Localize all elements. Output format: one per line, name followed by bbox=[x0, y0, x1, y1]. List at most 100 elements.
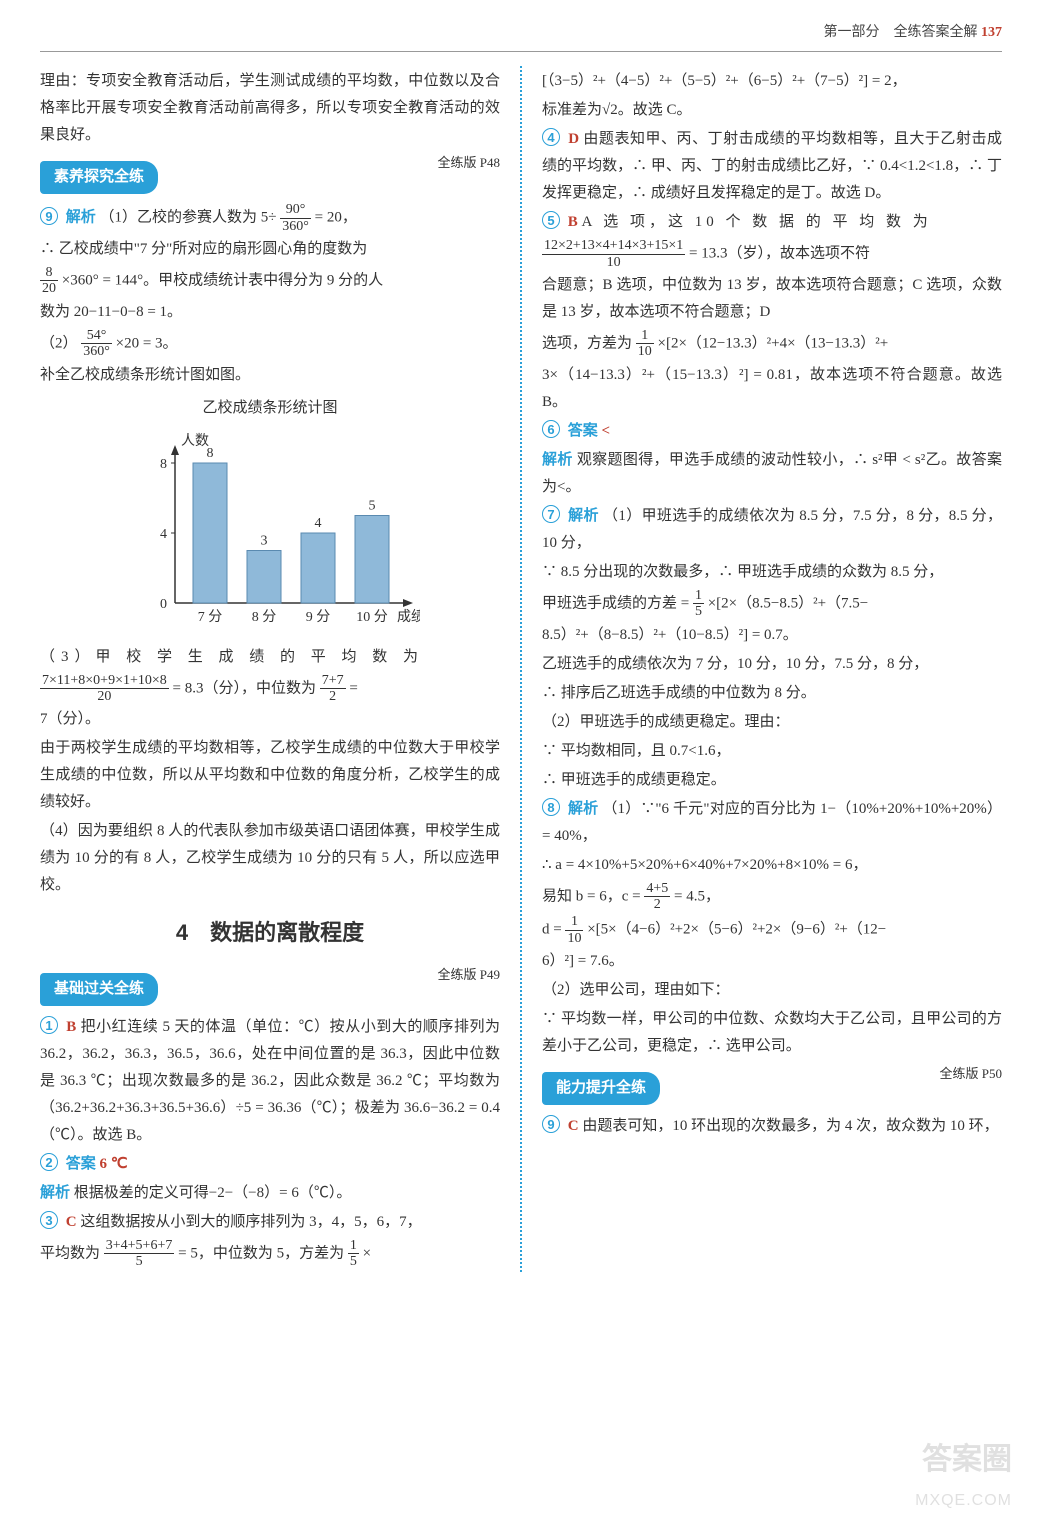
q9-number: 9 bbox=[40, 207, 58, 225]
section-tab-2: 基础过关全练 bbox=[40, 973, 158, 1006]
q6: 6 答案 < bbox=[542, 418, 1002, 445]
q2-head: 答案 bbox=[66, 1156, 96, 1172]
q9-head: 解析 bbox=[66, 210, 96, 226]
text: （4）因为要组织 8 人的代表队参加市级英语口语团体赛，甲校学生成绩为 10 分… bbox=[40, 818, 500, 899]
fraction: 3+4+5+6+75 bbox=[104, 1238, 175, 1270]
text: 7（分）。 bbox=[40, 706, 500, 733]
q5-answer: B bbox=[568, 214, 578, 230]
q3: 3 C 这组数据按从小到大的顺序排列为 3，4，5，6，7， bbox=[40, 1209, 500, 1236]
q7-head: 解析 bbox=[568, 508, 599, 524]
fraction: 820 bbox=[40, 265, 58, 297]
section-label: 第一部分 全练答案全解 bbox=[824, 25, 978, 40]
q9-line: 9 解析 （1）乙校的参赛人数为 5÷ 90°360° = 20， bbox=[40, 202, 500, 234]
text: （2） 54°360° ×20 = 3。 bbox=[40, 328, 500, 360]
text: （2）选甲公司，理由如下： bbox=[542, 977, 1002, 1004]
text: ∴ a = 4×10%+5×20%+6×40%+7×20%+8×10% = 6， bbox=[542, 852, 1002, 879]
svg-text:8 分: 8 分 bbox=[252, 609, 277, 625]
svg-text:9 分: 9 分 bbox=[306, 609, 331, 625]
text: ∵ 平均数一样，甲公司的中位数、众数均大于乙公司，且甲公司的方差小于乙公司，更稳… bbox=[542, 1006, 1002, 1060]
q2-jx: 解析 根据极差的定义可得−2−（−8）= 6（℃）。 bbox=[40, 1180, 500, 1207]
text: 乙班选手的成绩依次为 7 分，10 分，10 分，7.5 分，8 分， bbox=[542, 651, 1002, 678]
fraction: 15 bbox=[693, 588, 704, 620]
left-column: 理由：专项安全教育活动后，学生测试成绩的平均数，中位数以及合格率比开展专项安全教… bbox=[40, 66, 500, 1272]
text: （3）甲 校 学 生 成 绩 的 平 均 数 为 bbox=[40, 644, 500, 671]
text: 合题意；B 选项，中位数为 13 岁，故本选项符合题意；C 选项，众数是 13 … bbox=[542, 272, 1002, 326]
q4-answer: D bbox=[568, 131, 579, 147]
fraction: 7×11+8×0+9×1+10×820 bbox=[40, 673, 169, 705]
svg-text:4: 4 bbox=[315, 516, 322, 531]
right-column: [（3−5）²+（4−5）²+（5−5）²+（6−5）²+（7−5）²] = 2… bbox=[542, 66, 1002, 1272]
bar-chart: 4 8 0 人数成绩 8 7 分 3 8 分 4 9 分 5 10 分 bbox=[120, 428, 420, 638]
text: 易知 b = 6，c = 4+52 = 4.5， bbox=[542, 881, 1002, 913]
q9r-number: 9 bbox=[542, 1115, 560, 1133]
fraction: 15 bbox=[348, 1238, 359, 1270]
section-tab-3: 能力提升全练 bbox=[542, 1072, 660, 1105]
fraction: 54°360° bbox=[81, 328, 112, 360]
fraction: 110 bbox=[565, 914, 583, 946]
text: 平均数为 3+4+5+6+75 = 5，中位数为 5，方差为 15 × bbox=[40, 1238, 500, 1270]
svg-text:成绩: 成绩 bbox=[397, 609, 420, 625]
q2-answer: 6 ℃ bbox=[100, 1156, 128, 1172]
q5: 5 B A 选 项，这 10 个 数 据 的 平 均 数 为 bbox=[542, 209, 1002, 236]
q7-number: 7 bbox=[542, 505, 560, 523]
text: 由于两校学生成绩的平均数相等，乙校学生成绩的中位数大于甲校学生成绩的中位数，所以… bbox=[40, 735, 500, 816]
svg-text:8: 8 bbox=[160, 457, 167, 472]
text: [（3−5）²+（4−5）²+（5−5）²+（6−5）²+（7−5）²] = 2… bbox=[542, 68, 1002, 95]
text: ∴ 甲班选手的成绩更稳定。 bbox=[542, 767, 1002, 794]
text: 3×（14−13.3）²+（15−13.3）²] = 0.81，故本选项不符合题… bbox=[542, 362, 1002, 416]
q3-answer: C bbox=[66, 1214, 77, 1230]
watermark: 答案圈 MXQE.COM bbox=[915, 1433, 1012, 1516]
text: 标准差为√2。故选 C。 bbox=[542, 97, 1002, 124]
text: 8.5）²+（8−8.5）²+（10−8.5）²] = 0.7。 bbox=[542, 622, 1002, 649]
text: 数为 20−11−0−8 = 1。 bbox=[40, 299, 500, 326]
section-tab-1: 素养探究全练 bbox=[40, 161, 158, 194]
text: ∴ 排序后乙班选手成绩的中位数为 8 分。 bbox=[542, 680, 1002, 707]
svg-text:5: 5 bbox=[369, 498, 376, 513]
q2-number: 2 bbox=[40, 1153, 58, 1171]
q2: 2 答案 6 ℃ bbox=[40, 1151, 500, 1178]
svg-text:3: 3 bbox=[261, 533, 268, 548]
text: ∵ 平均数相同，且 0.7<1.6， bbox=[542, 738, 1002, 765]
page-ref-3: 全练版 P50 bbox=[940, 1062, 1002, 1085]
svg-text:0: 0 bbox=[160, 597, 167, 612]
svg-text:10 分: 10 分 bbox=[356, 609, 388, 625]
q6-answer: < bbox=[602, 423, 611, 439]
text: 甲班选手成绩的方差 = 15 ×[2×（8.5−8.5）²+（7.5− bbox=[542, 588, 1002, 620]
intro-text: 理由：专项安全教育活动后，学生测试成绩的平均数，中位数以及合格率比开展专项安全教… bbox=[40, 68, 500, 149]
q5-number: 5 bbox=[542, 211, 560, 229]
q6-head: 答案 bbox=[568, 423, 598, 439]
text: （2）甲班选手的成绩更稳定。理由： bbox=[542, 709, 1002, 736]
q4: 4 D 由题表知甲、丙、丁射击成绩的平均数相等，且大于乙射击成绩的平均数，∴ 甲… bbox=[542, 126, 1002, 207]
text: ∴ 乙校成绩中"7 分"所对应的扇形圆心角的度数为 bbox=[40, 236, 500, 263]
q3-number: 3 bbox=[40, 1211, 58, 1229]
page-header: 第一部分 全练答案全解 137 bbox=[40, 20, 1002, 52]
text: ∵ 8.5 分出现的次数最多，∴ 甲班选手成绩的众数为 8.5 分， bbox=[542, 559, 1002, 586]
text: 12×2+13×4+14×3+15×110 = 13.3（岁），故本选项不符 bbox=[542, 238, 1002, 270]
svg-text:4: 4 bbox=[160, 527, 167, 542]
svg-text:8: 8 bbox=[207, 446, 214, 461]
q7: 7 解析 （1）甲班选手的成绩依次为 8.5 分，7.5 分，8 分，8.5 分… bbox=[542, 503, 1002, 557]
page-number: 137 bbox=[981, 25, 1002, 40]
svg-text:7 分: 7 分 bbox=[198, 609, 223, 625]
q1-answer: B bbox=[66, 1019, 76, 1035]
q9r: 9 C 由题表可知，10 环出现的次数最多，为 4 次，故众数为 10 环， bbox=[542, 1113, 1002, 1140]
text: 820 ×360° = 144°。甲校成绩统计表中得分为 9 分的人 bbox=[40, 265, 500, 297]
svg-text:人数: 人数 bbox=[181, 433, 209, 449]
chart-title: 乙校成绩条形统计图 bbox=[40, 395, 500, 422]
q9r-answer: C bbox=[568, 1118, 579, 1134]
q8-head: 解析 bbox=[568, 801, 598, 817]
q8: 8 解析 （1）∵"6 千元"对应的百分比为 1−（10%+20%+10%+20… bbox=[542, 796, 1002, 850]
text: 补全乙校成绩条形统计图如图。 bbox=[40, 362, 500, 389]
fraction: 110 bbox=[636, 328, 654, 360]
fraction: 4+52 bbox=[644, 881, 670, 913]
q8-number: 8 bbox=[542, 798, 560, 816]
text: 7×11+8×0+9×1+10×820 = 8.3（分），中位数为 7+72 = bbox=[40, 673, 500, 705]
text: 6）²] = 7.6。 bbox=[542, 948, 1002, 975]
fraction: 12×2+13×4+14×3+15×110 bbox=[542, 238, 685, 270]
page-ref-2: 全练版 P49 bbox=[438, 963, 500, 986]
column-divider bbox=[520, 66, 522, 1272]
q1-number: 1 bbox=[40, 1016, 58, 1034]
fraction: 90°360° bbox=[280, 202, 311, 234]
q6-jx: 解析 观察题图得，甲选手成绩的波动性较小，∴ s²甲 < s²乙。故答案为<。 bbox=[542, 447, 1002, 501]
fraction: 7+72 bbox=[320, 673, 346, 705]
